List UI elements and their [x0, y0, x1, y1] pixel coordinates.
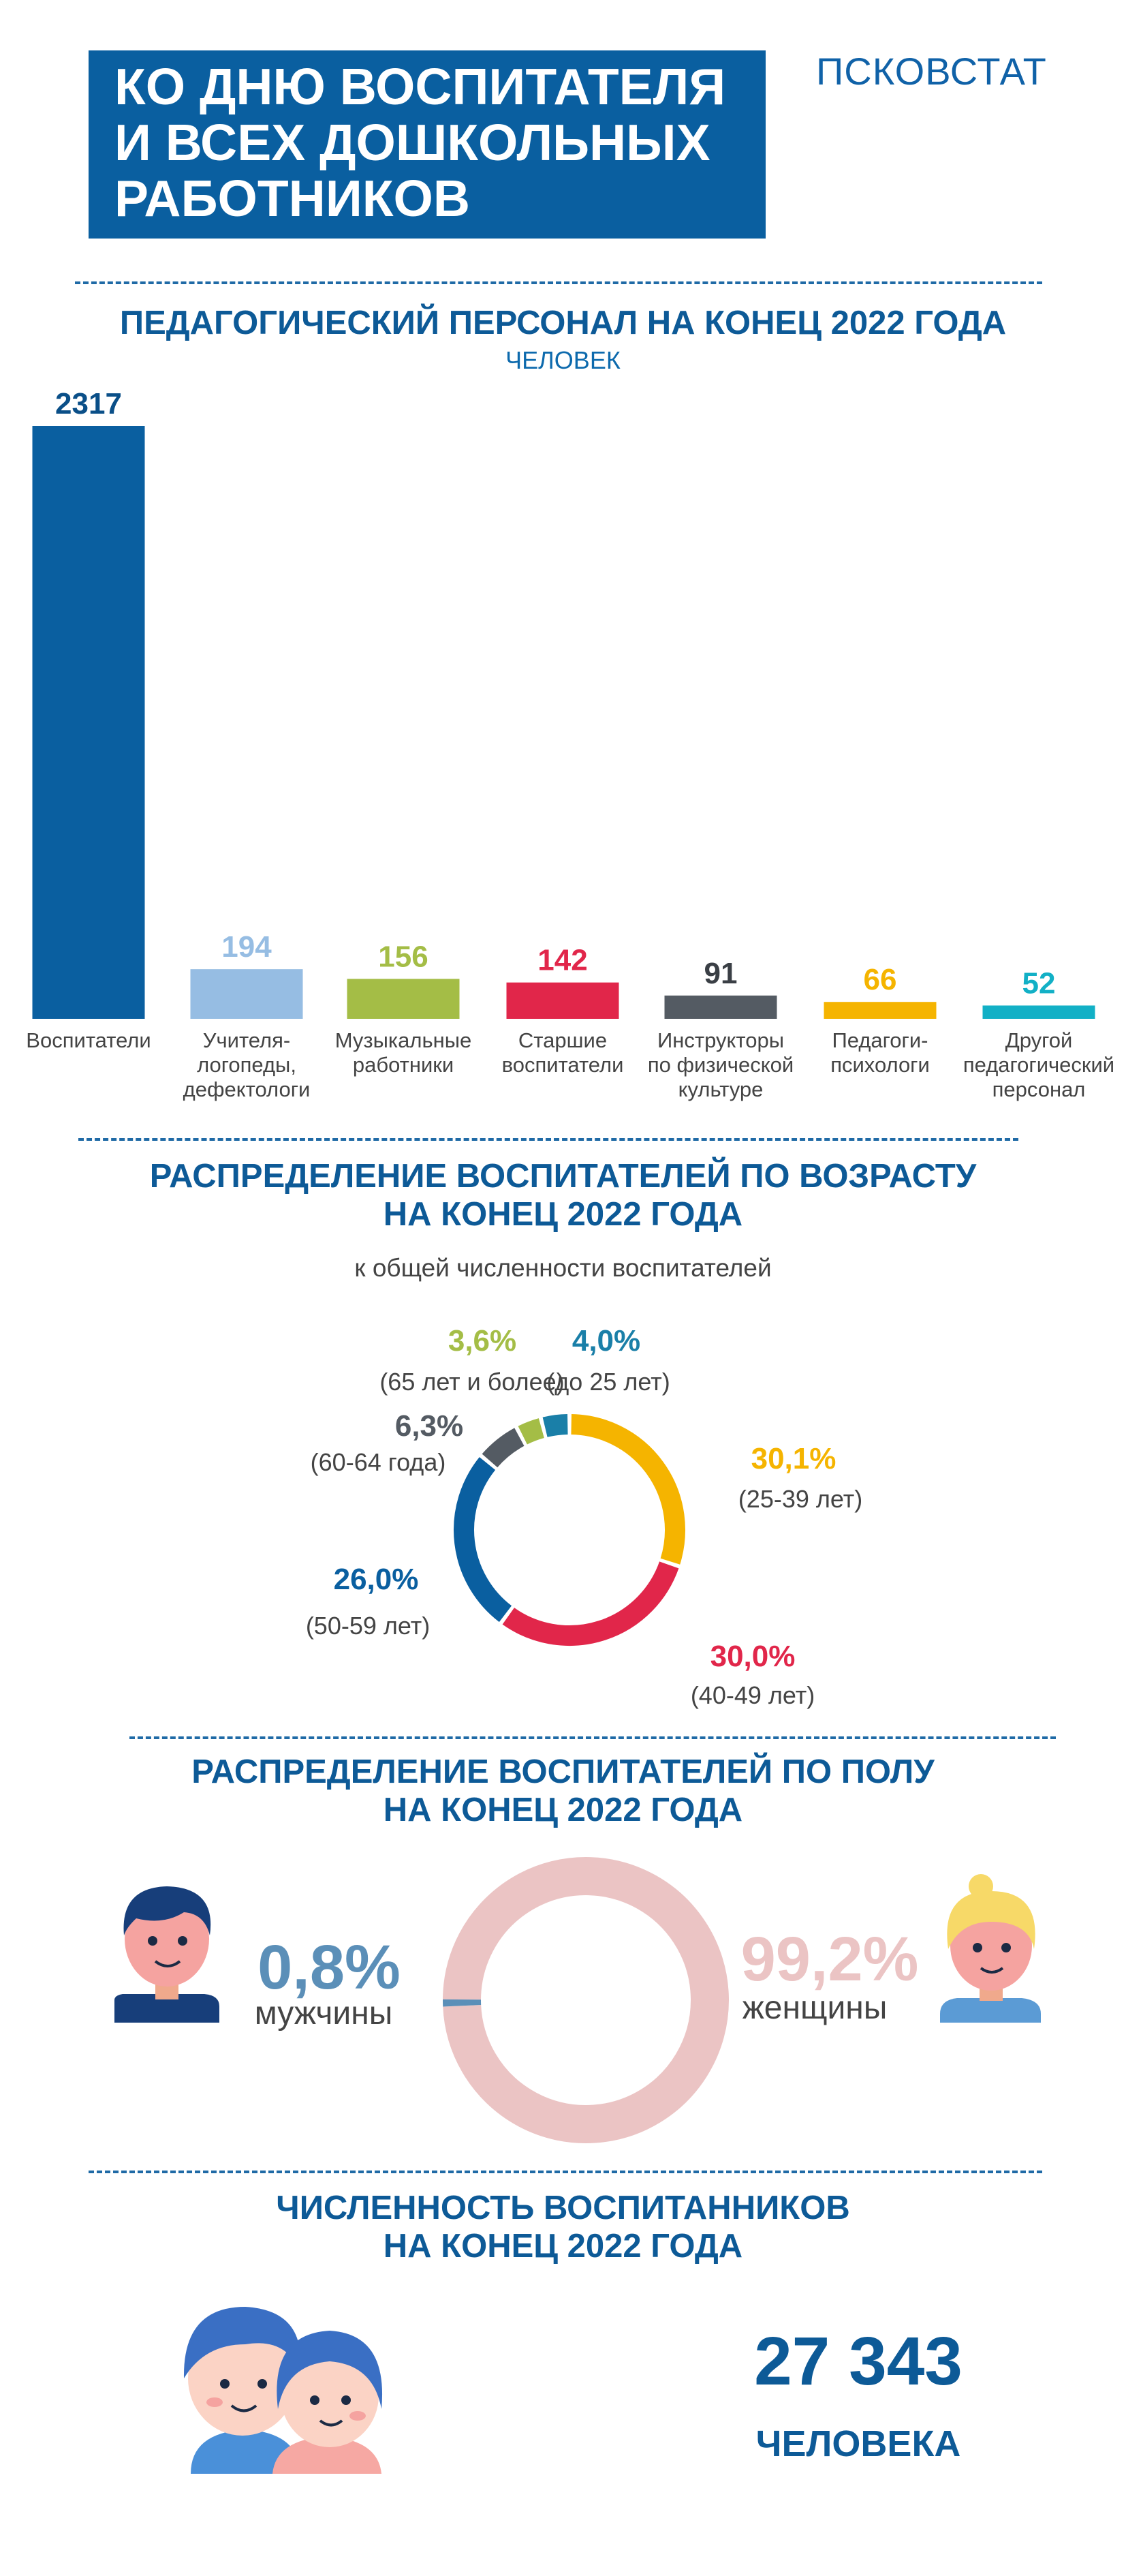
- donut-slice: [482, 1428, 525, 1468]
- bar-value-label: 142: [537, 944, 587, 977]
- section-divider: [89, 2171, 1042, 2173]
- male-label: мужчины: [255, 1995, 392, 2031]
- bar-value-label: 2317: [55, 387, 122, 420]
- staff-chart-title: ПЕДАГОГИЧЕСКИЙ ПЕРСОНАЛ НА КОНЕЦ 2022 ГО…: [119, 305, 1007, 341]
- category-label: Инструкторы по физической культуре: [648, 1028, 794, 1101]
- slice-range-label: (25-39 лет): [738, 1485, 862, 1513]
- category-label: Музыкальные работники: [335, 1028, 472, 1077]
- children-icon: [183, 2307, 383, 2474]
- slice-percent-label: 6,3%: [395, 1409, 463, 1443]
- donut-slice: [518, 1418, 545, 1445]
- bar: [190, 969, 303, 1019]
- gender-chart-title: РАСПРЕДЕЛЕНИЕ ВОСПИТАТЕЛЕЙ ПО ПОЛУ НА КО…: [191, 1753, 935, 1828]
- female-label: женщины: [742, 1990, 888, 2026]
- bar: [982, 1005, 1095, 1019]
- bar: [32, 426, 145, 1019]
- donut-slice: [454, 1457, 512, 1623]
- bar-value-label: 91: [704, 957, 738, 990]
- gender-donut-chart: 0,8%мужчины 99,2%женщины: [255, 1857, 919, 2143]
- title-banner: [89, 50, 766, 239]
- bar: [347, 979, 460, 1019]
- pupils-count: 27 343: [754, 2323, 963, 2399]
- page-title: КО ДНЮ ВОСПИТАТЕЛЯ И ВСЕХ ДОШКОЛЬНЫХ РАБ…: [114, 58, 726, 227]
- donut-slice: [443, 1857, 729, 2143]
- slice-percent-label: 26,0%: [334, 1563, 419, 1596]
- category-label: Воспитатели: [26, 1028, 151, 1052]
- staff-chart-unit: ЧЕЛОВЕК: [505, 346, 621, 374]
- bar: [506, 982, 619, 1019]
- category-label: Старшие воспитатели: [502, 1028, 624, 1077]
- male-percent-label: 0,8%: [257, 1933, 401, 2002]
- slice-range-label: (65 лет и более): [379, 1368, 564, 1396]
- slice-range-label: (до 25 лет): [546, 1368, 670, 1396]
- category-label: Учителя-логопеды, дефектологи: [183, 1028, 311, 1101]
- pupils-title: ЧИСЛЕННОСТЬ ВОСПИТАННИКОВ НА КОНЕЦ 2022 …: [276, 2190, 850, 2265]
- category-label: Другой педагогический персонал: [963, 1028, 1114, 1101]
- slice-percent-label: 30,1%: [751, 1442, 836, 1475]
- brand-name: ПСКОВСТАТ: [816, 50, 1047, 93]
- category-label: Педагоги-психологи: [830, 1028, 930, 1077]
- section-divider: [78, 1138, 1018, 1141]
- staff-bar-chart: 2317 Воспитатели 194 Учителя-логопеды, дефек…: [26, 387, 1114, 1101]
- bar: [824, 1002, 937, 1019]
- pupils-unit: ЧЕЛОВЕКА: [755, 2423, 961, 2464]
- donut-slice: [571, 1414, 685, 1565]
- slice-range-label: (60-64 года): [311, 1448, 446, 1476]
- slice-range-label: (40-49 лет): [691, 1681, 815, 1709]
- donut-slice: [542, 1414, 568, 1437]
- slice-percent-label: 4,0%: [572, 1324, 640, 1358]
- slice-percent-label: 30,0%: [710, 1640, 796, 1673]
- slice-range-label: (50-59 лет): [306, 1612, 430, 1640]
- bar-value-label: 194: [221, 930, 272, 964]
- bar-value-label: 66: [864, 963, 897, 996]
- section-divider: [75, 281, 1042, 284]
- donut-slice: [502, 1561, 679, 1646]
- bar: [664, 995, 777, 1019]
- age-chart-title: РАСПРЕДЕЛЕНИЕ ВОСПИТАТЕЛЕЙ ПО ВОЗРАСТУ Н…: [149, 1158, 977, 1233]
- bar-value-label: 156: [378, 940, 428, 973]
- age-chart-subtitle: к общей численности воспитателей: [354, 1254, 772, 1282]
- age-donut-chart: 30,1% (25-39 лет) 30,0% (40-49 лет) 26,0% (50…: [306, 1324, 862, 1709]
- section-divider: [129, 1736, 1056, 1739]
- slice-percent-label: 3,6%: [448, 1324, 516, 1358]
- female-percent-label: 99,2%: [741, 1925, 919, 1994]
- bar-value-label: 52: [1022, 966, 1056, 1000]
